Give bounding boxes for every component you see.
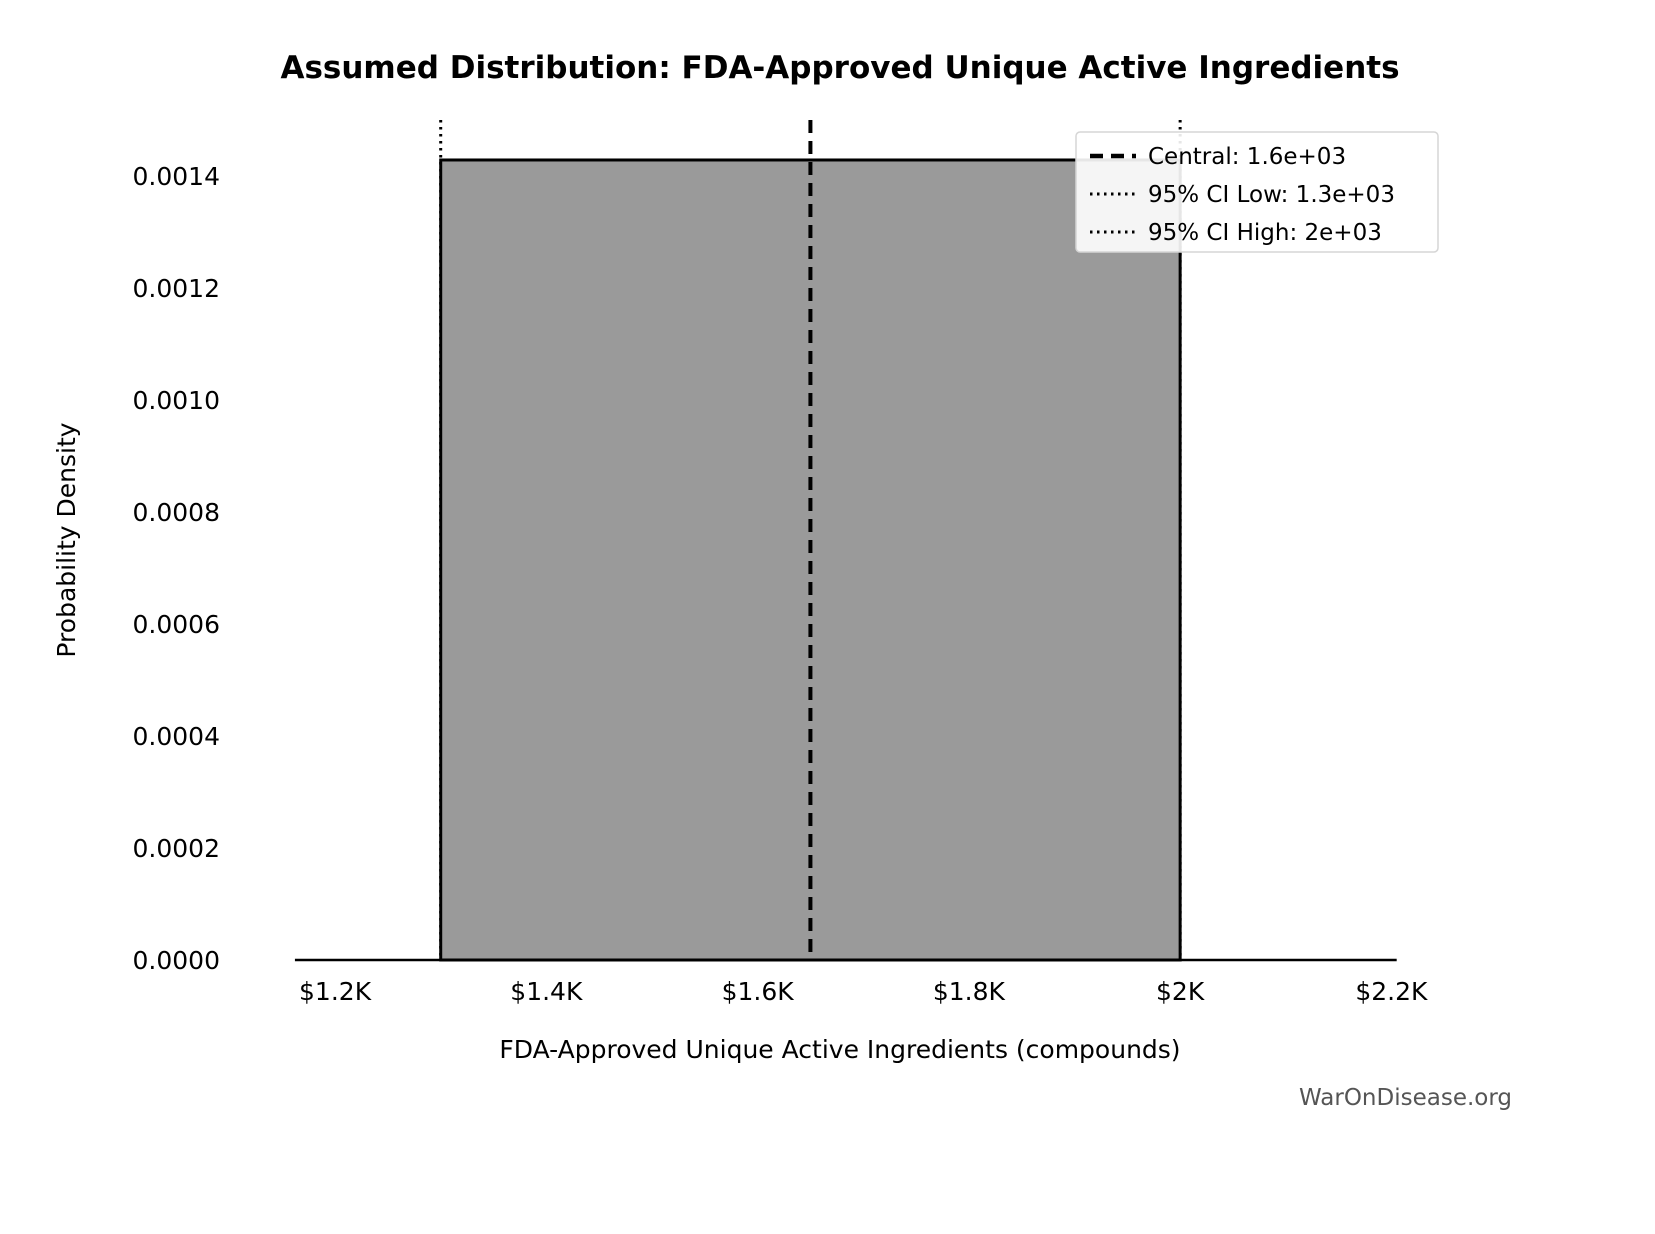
- x-tick-label: $1.6K: [722, 977, 795, 1006]
- x-tick-label: $2.2K: [1355, 977, 1428, 1006]
- y-tick-label: 0.0000: [133, 946, 220, 975]
- y-tick-label: 0.0014: [133, 162, 220, 191]
- legend-label: 95% CI High: 2e+03: [1148, 220, 1382, 246]
- legend-label: Central: 1.6e+03: [1148, 144, 1346, 170]
- y-tick-label: 0.0004: [133, 722, 220, 751]
- y-tick-label: 0.0006: [133, 610, 220, 639]
- chart-title: Assumed Distribution: FDA-Approved Uniqu…: [280, 50, 1400, 86]
- legend: Central: 1.6e+03 95% CI Low: 1.3e+03 95% C…: [1075, 131, 1439, 253]
- x-tick-label: $2K: [1156, 977, 1205, 1006]
- y-tick-label: 0.0010: [133, 386, 220, 415]
- x-tick-label: $1.2K: [299, 977, 372, 1006]
- y-tick-label: 0.0012: [133, 274, 220, 303]
- watermark-text: WarOnDisease.org: [1299, 1085, 1512, 1111]
- x-tick-label: $1.4K: [510, 977, 583, 1006]
- y-tick-label: 0.0002: [133, 834, 220, 863]
- legend-box: [1075, 131, 1439, 253]
- y-tick-label: 0.0008: [133, 498, 220, 527]
- legend-label: 95% CI Low: 1.3e+03: [1148, 182, 1395, 208]
- x-tick-label: $1.8K: [933, 977, 1006, 1006]
- x-axis-label: FDA-Approved Unique Active Ingredients (…: [499, 1035, 1181, 1064]
